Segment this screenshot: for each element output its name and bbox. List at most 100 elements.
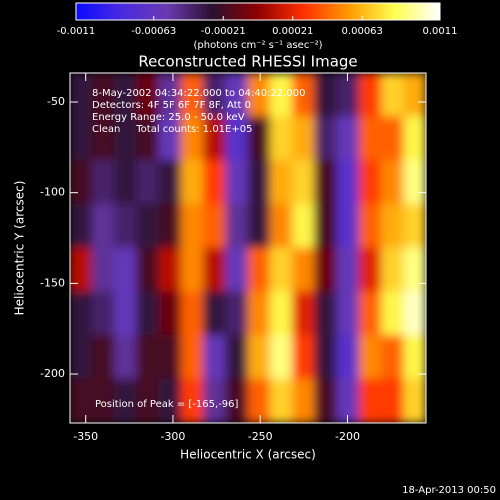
heatmap-cell bbox=[292, 378, 316, 423]
heatmap-cell bbox=[70, 73, 93, 118]
heatmap-cell bbox=[158, 116, 182, 161]
heatmap-cell bbox=[91, 291, 115, 336]
heatmap-cell bbox=[314, 116, 338, 161]
heatmap-cell bbox=[136, 73, 160, 118]
heatmap-cell bbox=[91, 160, 115, 205]
annotation: Clean Total counts: 1.01E+05 bbox=[92, 124, 252, 135]
heatmap-cell bbox=[381, 247, 405, 293]
annotation: 8-May-2002 04:34:22.000 to 04:40:22.000 bbox=[92, 88, 305, 99]
heatmap-cell bbox=[136, 116, 160, 161]
heatmap-cell bbox=[180, 73, 204, 118]
heatmap-cell bbox=[314, 378, 338, 423]
heatmap-cell bbox=[269, 247, 293, 293]
heatmap-cell bbox=[403, 378, 426, 423]
heatmap-cell bbox=[158, 291, 182, 336]
heatmap-cell bbox=[269, 378, 293, 423]
heatmap-cell bbox=[136, 335, 160, 380]
colorbar-tick-label: -0.0011 bbox=[57, 26, 96, 37]
heatmap-cell bbox=[136, 247, 160, 293]
colorbar-tick-label: 0.0011 bbox=[423, 26, 458, 37]
heatmap-cell bbox=[247, 291, 271, 336]
heatmap-cell bbox=[403, 203, 426, 249]
heatmap-cell bbox=[91, 116, 115, 161]
plot-frame bbox=[69, 72, 427, 424]
heatmap-cell bbox=[381, 73, 405, 118]
heatmap-cell bbox=[358, 160, 382, 205]
heatmap-cell bbox=[114, 335, 138, 380]
heatmap-cell bbox=[292, 160, 316, 205]
heatmap-cell bbox=[91, 335, 115, 380]
heatmap-cell bbox=[114, 378, 138, 423]
heatmap-cell bbox=[225, 335, 249, 380]
chart-title: Reconstructed RHESSI Image bbox=[138, 53, 357, 71]
colorbar-tick-label: -0.00063 bbox=[131, 26, 176, 37]
heatmap-cell bbox=[358, 116, 382, 161]
y-tick-label: -50 bbox=[47, 95, 65, 108]
heatmap-cell bbox=[114, 116, 138, 161]
heatmap-cell bbox=[336, 378, 360, 423]
heatmap-cell bbox=[70, 247, 93, 293]
heatmap-cell bbox=[381, 116, 405, 161]
heatmap-cell bbox=[292, 116, 316, 161]
y-tick-label: -150 bbox=[40, 276, 65, 289]
heatmap-cell bbox=[292, 335, 316, 380]
heatmap-cell bbox=[336, 73, 360, 118]
heatmap-cell bbox=[358, 291, 382, 336]
heatmap-cell bbox=[70, 116, 93, 161]
heatmap-cell bbox=[269, 203, 293, 249]
heatmap-cell bbox=[336, 116, 360, 161]
heatmap-cell bbox=[114, 203, 138, 249]
heatmap-cell bbox=[180, 160, 204, 205]
heatmap-cell bbox=[403, 73, 426, 118]
heatmap-cell bbox=[358, 335, 382, 380]
heatmap-cell bbox=[292, 291, 316, 336]
heatmap-cell bbox=[180, 335, 204, 380]
heatmap-cell bbox=[381, 335, 405, 380]
heatmap-cell bbox=[70, 378, 93, 423]
heatmap-cell bbox=[358, 73, 382, 118]
heatmap-cell bbox=[314, 73, 338, 118]
heatmap-cell bbox=[403, 335, 426, 380]
heatmap-cell bbox=[225, 160, 249, 205]
heatmap-cell bbox=[336, 247, 360, 293]
heatmap-cell bbox=[91, 203, 115, 249]
heatmap-cell bbox=[70, 291, 93, 336]
heatmap-cell bbox=[336, 335, 360, 380]
heatmap-cell bbox=[292, 247, 316, 293]
heatmap-cell bbox=[292, 73, 316, 118]
heatmap-cell bbox=[70, 203, 93, 249]
heatmap-cell bbox=[403, 247, 426, 293]
heatmap-cell bbox=[158, 203, 182, 249]
heatmap-cell bbox=[247, 116, 271, 161]
x-tick-label: -250 bbox=[248, 430, 273, 443]
heatmap-cell bbox=[403, 116, 426, 161]
colorbar-tick-label: -0.00021 bbox=[201, 26, 246, 37]
annotation: Position of Peak = [-165,-96] bbox=[95, 399, 239, 410]
heatmap-cell bbox=[381, 160, 405, 205]
heatmap-cell bbox=[247, 378, 271, 423]
heatmap-cell bbox=[203, 203, 227, 249]
footer-date: 18-Apr-2013 00:50 bbox=[402, 485, 496, 496]
colorbar bbox=[75, 2, 441, 21]
heatmap-cell bbox=[180, 116, 204, 161]
heatmap bbox=[70, 73, 426, 423]
heatmap-cell bbox=[358, 203, 382, 249]
heatmap-cell bbox=[91, 73, 115, 118]
heatmap-cell bbox=[336, 160, 360, 205]
heatmap-cell bbox=[70, 160, 93, 205]
heatmap-cell bbox=[158, 335, 182, 380]
heatmap-cell bbox=[136, 291, 160, 336]
heatmap-cell bbox=[381, 378, 405, 423]
heatmap-cell bbox=[247, 247, 271, 293]
heatmap-cell bbox=[358, 378, 382, 423]
heatmap-cell bbox=[203, 160, 227, 205]
heatmap-cell bbox=[203, 116, 227, 161]
heatmap-cell bbox=[269, 73, 293, 118]
heatmap-cell bbox=[247, 203, 271, 249]
heatmap-cell bbox=[114, 160, 138, 205]
heatmap-cell bbox=[225, 247, 249, 293]
heatmap-cell bbox=[314, 247, 338, 293]
heatmap-cell bbox=[114, 291, 138, 336]
